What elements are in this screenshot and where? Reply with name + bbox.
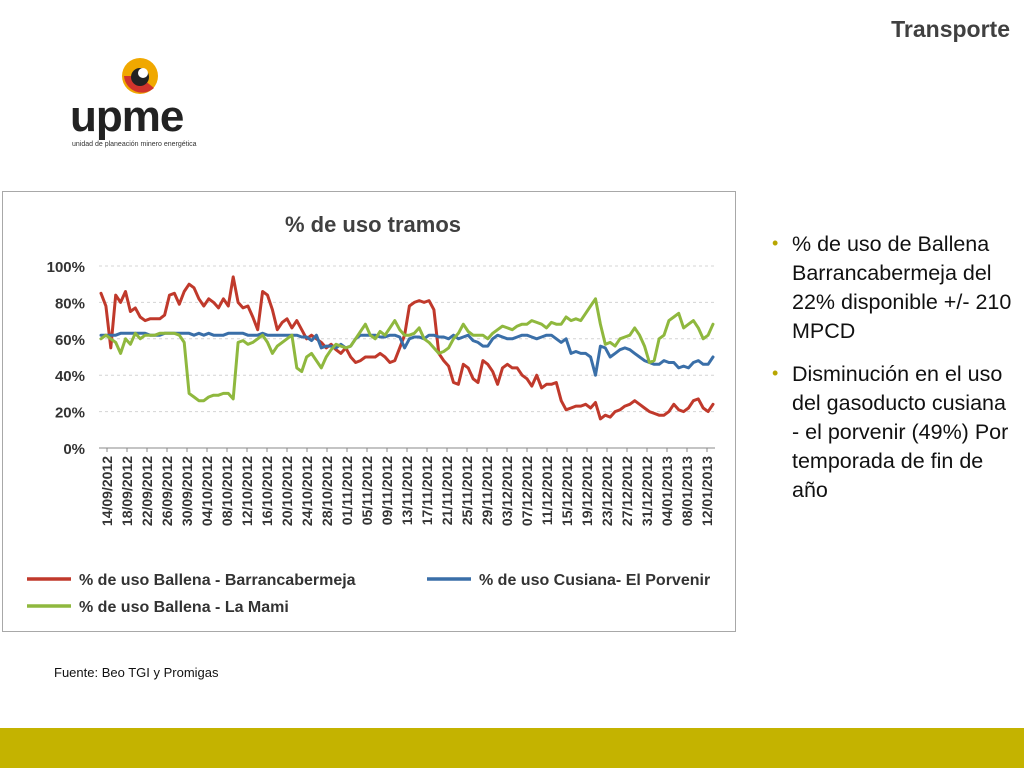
x-tick-label: 26/09/2012 bbox=[159, 456, 175, 526]
x-tick-label: 08/10/2012 bbox=[219, 456, 235, 526]
usage-line-chart: % de uso tramos 0% 20% 40% 60% 80% 100% 14/09/2… bbox=[27, 212, 715, 616]
logo-subtitle: unidad de planeación minero energética bbox=[72, 141, 197, 148]
x-tick-label: 16/10/2012 bbox=[259, 456, 275, 526]
x-tick-label: 01/11/2012 bbox=[339, 456, 355, 526]
series-line bbox=[99, 331, 715, 377]
footer-bar bbox=[0, 728, 1024, 768]
x-tick-label: 19/12/2012 bbox=[579, 456, 595, 526]
x-tick-label: 25/11/2012 bbox=[459, 456, 475, 526]
x-tick-label: 27/12/2012 bbox=[619, 456, 635, 526]
x-tick-label: 30/09/2012 bbox=[179, 456, 195, 526]
x-tick-label: 11/12/2012 bbox=[539, 456, 555, 526]
x-tick-label: 09/11/2012 bbox=[379, 456, 395, 526]
page-title: Transporte bbox=[891, 16, 1010, 42]
y-tick-label: 40% bbox=[55, 368, 85, 385]
x-tick-label: 24/10/2012 bbox=[299, 456, 315, 526]
logo-wordmark: upme bbox=[70, 92, 184, 141]
bullet-dot-icon: • bbox=[772, 233, 779, 253]
y-tick-label: 60% bbox=[55, 332, 85, 349]
x-tick-label: 04/01/2013 bbox=[659, 456, 675, 526]
chart-container: % de uso tramos 0% 20% 40% 60% 80% 100% 14/09/2… bbox=[2, 191, 736, 632]
x-tick-label: 15/12/2012 bbox=[559, 456, 575, 526]
legend-label: % de uso Cusiana- El Porvenir bbox=[479, 572, 710, 589]
bullet-item: • Disminución en el uso del gasoducto cus… bbox=[772, 360, 1012, 505]
x-tick-label: 23/12/2012 bbox=[599, 456, 615, 526]
x-tick-label: 07/12/2012 bbox=[519, 456, 535, 526]
x-tick-label: 12/01/2013 bbox=[699, 456, 715, 526]
upme-emblem-icon bbox=[122, 58, 158, 94]
upme-logo: upme unidad de planeación minero energét… bbox=[68, 52, 218, 152]
x-tick-label: 21/11/2012 bbox=[439, 456, 455, 526]
x-tick-label: 04/10/2012 bbox=[199, 456, 215, 526]
bullet-text: Disminución en el uso del gasoducto cusi… bbox=[792, 362, 1009, 502]
x-tick-label: 17/11/2012 bbox=[419, 456, 435, 526]
legend-label: % de uso Ballena - La Mami bbox=[79, 599, 289, 616]
y-tick-label: 80% bbox=[55, 295, 85, 312]
x-tick-label: 22/09/2012 bbox=[139, 456, 155, 526]
series-line bbox=[99, 297, 715, 403]
y-tick-label: 100% bbox=[47, 259, 85, 276]
bullet-dot-icon: • bbox=[772, 363, 779, 383]
series-line bbox=[99, 275, 715, 421]
source-note: Fuente: Beo TGI y Promigas bbox=[54, 665, 219, 680]
chart-title: % de uso tramos bbox=[285, 212, 461, 237]
x-tick-label: 18/09/2012 bbox=[119, 456, 135, 526]
x-tick-label: 28/10/2012 bbox=[319, 456, 335, 526]
x-tick-label: 29/11/2012 bbox=[479, 456, 495, 526]
x-tick-label: 31/12/2012 bbox=[639, 456, 655, 526]
bullet-text: % de uso de Ballena Barrancabermeja del … bbox=[792, 232, 1012, 343]
y-tick-label: 0% bbox=[63, 441, 85, 458]
bullet-list: • % de uso de Ballena Barrancabermeja del… bbox=[772, 230, 1012, 519]
x-tick-label: 14/09/2012 bbox=[99, 456, 115, 526]
x-tick-label: 20/10/2012 bbox=[279, 456, 295, 526]
x-tick-label: 12/10/2012 bbox=[239, 456, 255, 526]
x-tick-label: 03/12/2012 bbox=[499, 456, 515, 526]
x-tick-label: 05/11/2012 bbox=[359, 456, 375, 526]
x-tick-label: 08/01/2013 bbox=[679, 456, 695, 526]
bullet-item: • % de uso de Ballena Barrancabermeja del… bbox=[772, 230, 1012, 346]
x-tick-label: 13/11/2012 bbox=[399, 456, 415, 526]
legend-label: % de uso Ballena - Barrancabermeja bbox=[79, 572, 356, 589]
y-tick-label: 20% bbox=[55, 405, 85, 422]
